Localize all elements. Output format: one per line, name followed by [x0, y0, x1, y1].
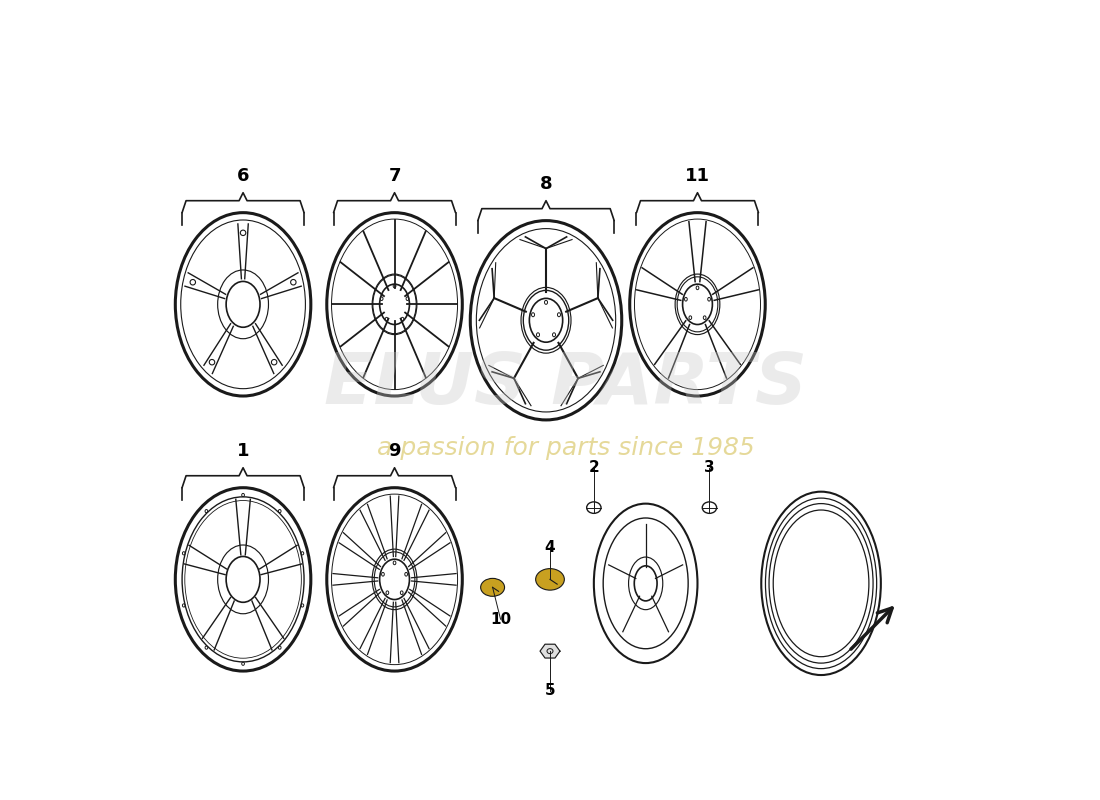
Text: 5: 5 — [544, 683, 556, 698]
Text: 1: 1 — [236, 442, 250, 460]
Text: 4: 4 — [544, 540, 556, 555]
Text: 11: 11 — [685, 166, 710, 185]
Text: 2: 2 — [588, 460, 600, 475]
Text: a passion for parts since 1985: a passion for parts since 1985 — [377, 436, 755, 460]
Polygon shape — [540, 644, 560, 658]
Text: 7: 7 — [388, 166, 400, 185]
Ellipse shape — [481, 578, 505, 596]
Text: ELUS PARTS: ELUS PARTS — [324, 350, 807, 418]
Text: 6: 6 — [236, 166, 250, 185]
Ellipse shape — [536, 569, 564, 590]
Text: 8: 8 — [540, 174, 552, 193]
Text: 9: 9 — [388, 442, 400, 460]
Text: 3: 3 — [704, 460, 715, 475]
Text: 10: 10 — [490, 612, 512, 626]
